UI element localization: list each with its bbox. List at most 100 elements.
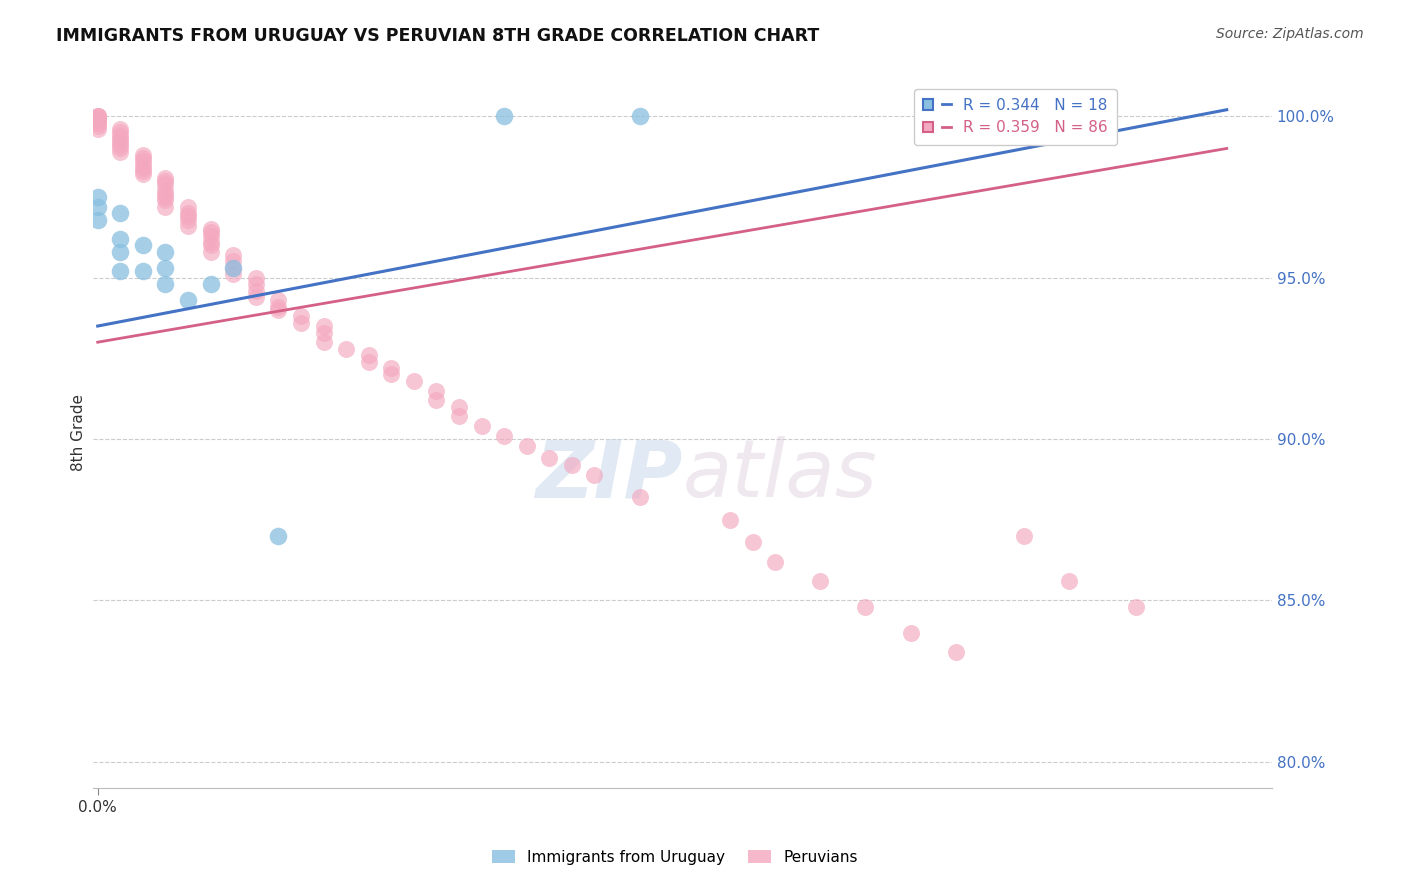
Point: [357, 348, 380, 362]
Point: [86, 112, 108, 127]
Point: [312, 319, 335, 334]
Point: [86, 109, 108, 123]
Y-axis label: 8th Grade: 8th Grade: [72, 394, 86, 471]
Point: [425, 384, 447, 398]
Point: [425, 393, 447, 408]
Point: [86, 122, 108, 136]
Point: [86, 109, 108, 123]
Point: [177, 209, 200, 223]
Point: [86, 115, 108, 129]
Point: [132, 148, 155, 162]
Point: [110, 125, 132, 139]
Point: [86, 109, 108, 123]
Point: [86, 212, 108, 227]
Point: [222, 260, 245, 275]
Point: [561, 458, 583, 472]
Point: [494, 429, 516, 443]
Point: [132, 167, 155, 181]
Text: ZIP: ZIP: [536, 436, 682, 514]
Point: [516, 438, 538, 452]
Point: [132, 158, 155, 172]
Point: [290, 316, 312, 330]
Point: [1012, 529, 1035, 543]
Point: [1057, 574, 1080, 588]
Text: Source: ZipAtlas.com: Source: ZipAtlas.com: [1216, 27, 1364, 41]
Point: [312, 335, 335, 350]
Point: [177, 293, 200, 308]
Point: [200, 238, 222, 252]
Point: [741, 535, 763, 549]
Point: [86, 115, 108, 129]
Point: [447, 409, 470, 424]
Point: [110, 135, 132, 149]
Point: [110, 244, 132, 259]
Legend: R = 0.344   N = 18, R = 0.359   N = 86: R = 0.344 N = 18, R = 0.359 N = 86: [914, 88, 1116, 145]
Legend: Immigrants from Uruguay, Peruvians: Immigrants from Uruguay, Peruvians: [486, 844, 863, 871]
Point: [267, 302, 290, 317]
Point: [245, 290, 267, 304]
Point: [110, 145, 132, 159]
Point: [110, 138, 132, 153]
Point: [177, 206, 200, 220]
Point: [222, 260, 245, 275]
Point: [110, 122, 132, 136]
Text: IMMIGRANTS FROM URUGUAY VS PERUVIAN 8TH GRADE CORRELATION CHART: IMMIGRANTS FROM URUGUAY VS PERUVIAN 8TH …: [56, 27, 820, 45]
Text: atlas: atlas: [682, 436, 877, 514]
Point: [380, 361, 402, 376]
Point: [110, 128, 132, 143]
Point: [110, 132, 132, 146]
Point: [718, 513, 741, 527]
Point: [132, 264, 155, 278]
Point: [335, 342, 357, 356]
Point: [245, 277, 267, 291]
Point: [86, 119, 108, 133]
Point: [155, 200, 177, 214]
Point: [155, 186, 177, 201]
Point: [312, 326, 335, 340]
Point: [402, 374, 425, 388]
Point: [380, 368, 402, 382]
Point: [200, 226, 222, 240]
Point: [177, 200, 200, 214]
Point: [538, 451, 561, 466]
Point: [628, 490, 651, 504]
Point: [177, 212, 200, 227]
Point: [267, 300, 290, 314]
Point: [155, 244, 177, 259]
Point: [155, 190, 177, 204]
Point: [200, 235, 222, 249]
Point: [628, 109, 651, 123]
Point: [855, 599, 877, 614]
Point: [900, 625, 922, 640]
Point: [177, 219, 200, 233]
Point: [155, 277, 177, 291]
Point: [471, 419, 494, 434]
Point: [222, 248, 245, 262]
Point: [200, 277, 222, 291]
Point: [155, 193, 177, 207]
Point: [245, 284, 267, 298]
Point: [155, 174, 177, 188]
Point: [86, 112, 108, 127]
Point: [110, 206, 132, 220]
Point: [132, 164, 155, 178]
Point: [245, 270, 267, 285]
Point: [808, 574, 831, 588]
Point: [132, 161, 155, 175]
Point: [86, 200, 108, 214]
Point: [1125, 599, 1147, 614]
Point: [155, 177, 177, 191]
Point: [200, 228, 222, 243]
Point: [222, 268, 245, 282]
Point: [132, 151, 155, 165]
Point: [447, 400, 470, 414]
Point: [267, 529, 290, 543]
Point: [583, 467, 606, 482]
Point: [110, 141, 132, 155]
Point: [200, 244, 222, 259]
Point: [494, 109, 516, 123]
Point: [267, 293, 290, 308]
Point: [155, 260, 177, 275]
Point: [200, 222, 222, 236]
Point: [110, 232, 132, 246]
